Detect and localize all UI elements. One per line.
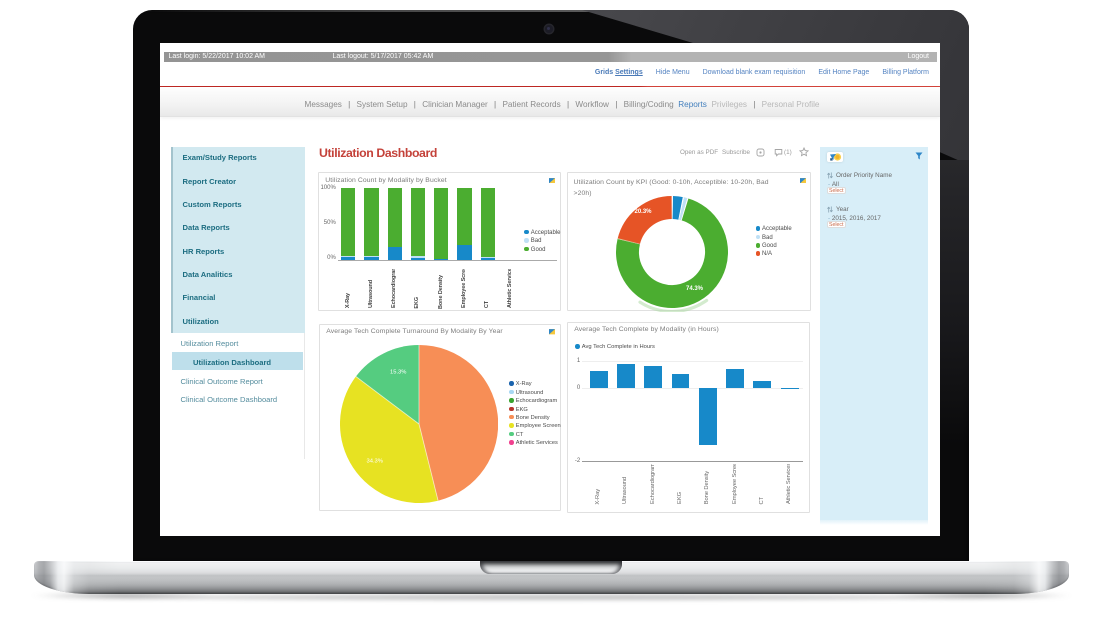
svg-text:15.3%: 15.3% [390, 370, 406, 376]
svg-text:34.3%: 34.3% [366, 459, 382, 465]
